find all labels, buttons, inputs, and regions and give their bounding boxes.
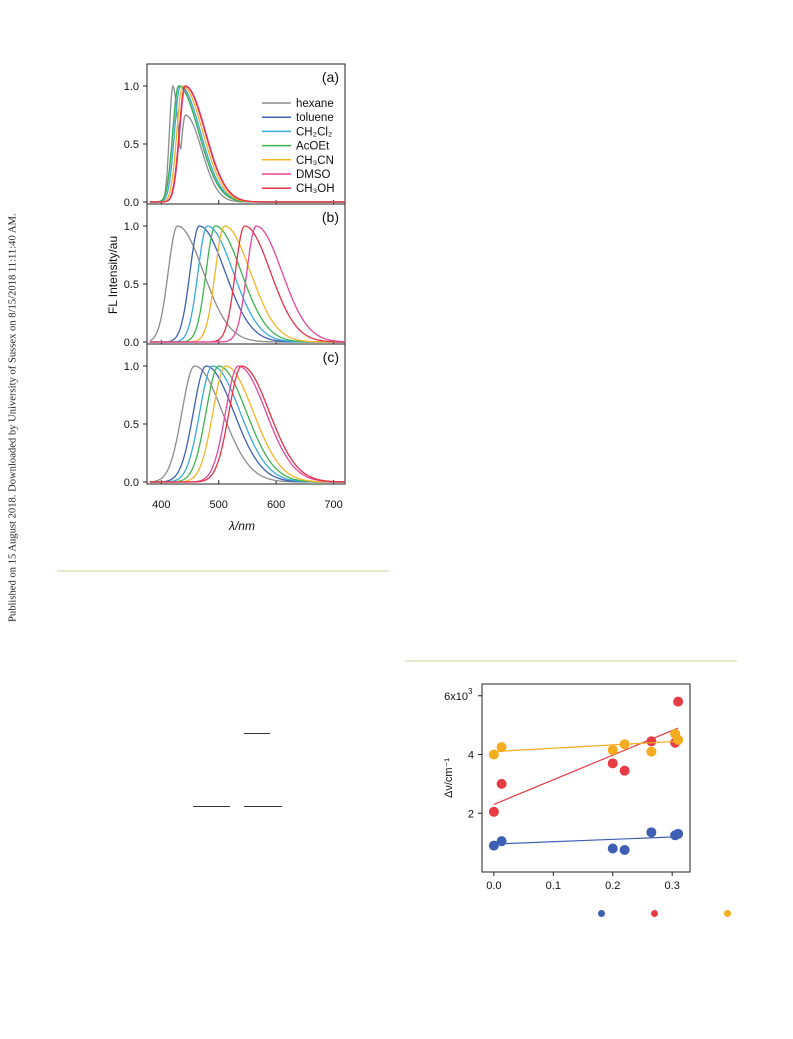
y-tick-label: 1.0 [124, 81, 139, 93]
x-tick-label: 0.0 [486, 880, 501, 890]
data-point [496, 778, 507, 789]
data-point [619, 739, 630, 750]
data-point [496, 742, 507, 753]
data-point [488, 806, 499, 817]
y-tick-label: 4 [468, 750, 474, 762]
fit-line [493, 740, 679, 753]
panel-frame [146, 343, 346, 485]
spectrum-curve [149, 225, 345, 343]
spectrum-panel: 1.0 0.5 0.0 (a) [124, 63, 346, 209]
x-tick-label: 500 [210, 499, 228, 511]
fraction-bar [244, 806, 282, 807]
data-point [673, 696, 684, 707]
section-rule [405, 660, 737, 662]
spectrum-curve [149, 225, 345, 343]
data-point [496, 836, 507, 847]
y-tick-label: 0.5 [124, 139, 139, 151]
spectrum-curve [149, 225, 345, 343]
x-axis-label: λ/nm [228, 519, 255, 533]
spectrum-curve [149, 365, 345, 483]
x-tick-label: 600 [267, 499, 285, 511]
y-tick-label: 0.0 [124, 197, 139, 209]
legend-label: CH₂Cl₂ [296, 126, 332, 138]
orange-marker [724, 910, 731, 917]
y-tick-exponent: 3 [468, 687, 473, 696]
data-point [619, 844, 630, 855]
data-point [646, 827, 657, 838]
data-point [607, 843, 618, 854]
data-point [607, 745, 618, 756]
y-axis-label: FL Intensity/au [106, 236, 120, 314]
y-tick-label: 2 [468, 808, 474, 820]
x-tick-label: 0.3 [665, 880, 680, 890]
legend-label: toluene [296, 112, 334, 124]
data-point [646, 746, 657, 757]
data-point [488, 749, 499, 760]
spectrum-curve [149, 225, 346, 343]
legend-label: AcOEt [296, 141, 330, 153]
fraction-bar [193, 806, 230, 807]
data-point [619, 765, 630, 776]
spectrum-curve [149, 225, 345, 343]
spectrum-panel: 1.0 0.5 0.0 (c) [124, 343, 346, 489]
data-point [673, 828, 684, 839]
x-tick-label: 0.1 [546, 880, 561, 890]
y-tick-label: 0.0 [124, 337, 139, 349]
fluorescence-spectra-figure: 1.0 0.5 0.0 (a) 1.0 0.5 0.0 (b) 1.0 0.5 0.0 (c) FL … [106, 63, 346, 533]
panel-label: (a) [322, 69, 339, 85]
legend-label: hexane [296, 98, 334, 110]
fraction-bar [244, 733, 270, 734]
legend-label: DMSO [296, 169, 331, 181]
panel-label: (c) [323, 349, 339, 365]
y-tick-label: 6x10 [444, 691, 468, 703]
publication-notice: Published on 15 August 2018. Downloaded … [7, 213, 19, 623]
plot-frame [481, 683, 691, 873]
section-rule [57, 570, 389, 572]
x-tick-label: 0.2 [605, 880, 620, 890]
data-point [607, 758, 618, 769]
y-tick-label: 0.5 [124, 419, 139, 431]
legend-label: CH₃OH [296, 183, 335, 195]
fit-line [493, 836, 679, 845]
data-point [646, 736, 657, 747]
data-point [673, 734, 684, 745]
y-tick-label: 1.0 [124, 221, 139, 233]
spectrum-panel: 1.0 0.5 0.0 (b) [124, 203, 346, 349]
spectrum-curve [149, 225, 345, 343]
y-axis-label: Δν/cm⁻¹ [443, 758, 455, 798]
y-tick-label: 0.0 [124, 477, 139, 489]
blue-marker [598, 910, 605, 917]
data-point [488, 840, 499, 851]
spectrum-curve [149, 225, 345, 343]
spectrum-curve [149, 85, 345, 203]
x-tick-label: 400 [152, 499, 170, 511]
x-tick-label: 700 [324, 499, 342, 511]
spectrum-curve [149, 365, 345, 483]
y-tick-label: 0.5 [124, 279, 139, 291]
panel-label: (b) [322, 209, 339, 225]
legend-label: CH₃CN [296, 155, 334, 167]
y-tick-label: 1.0 [124, 361, 139, 373]
red-marker [651, 910, 658, 917]
